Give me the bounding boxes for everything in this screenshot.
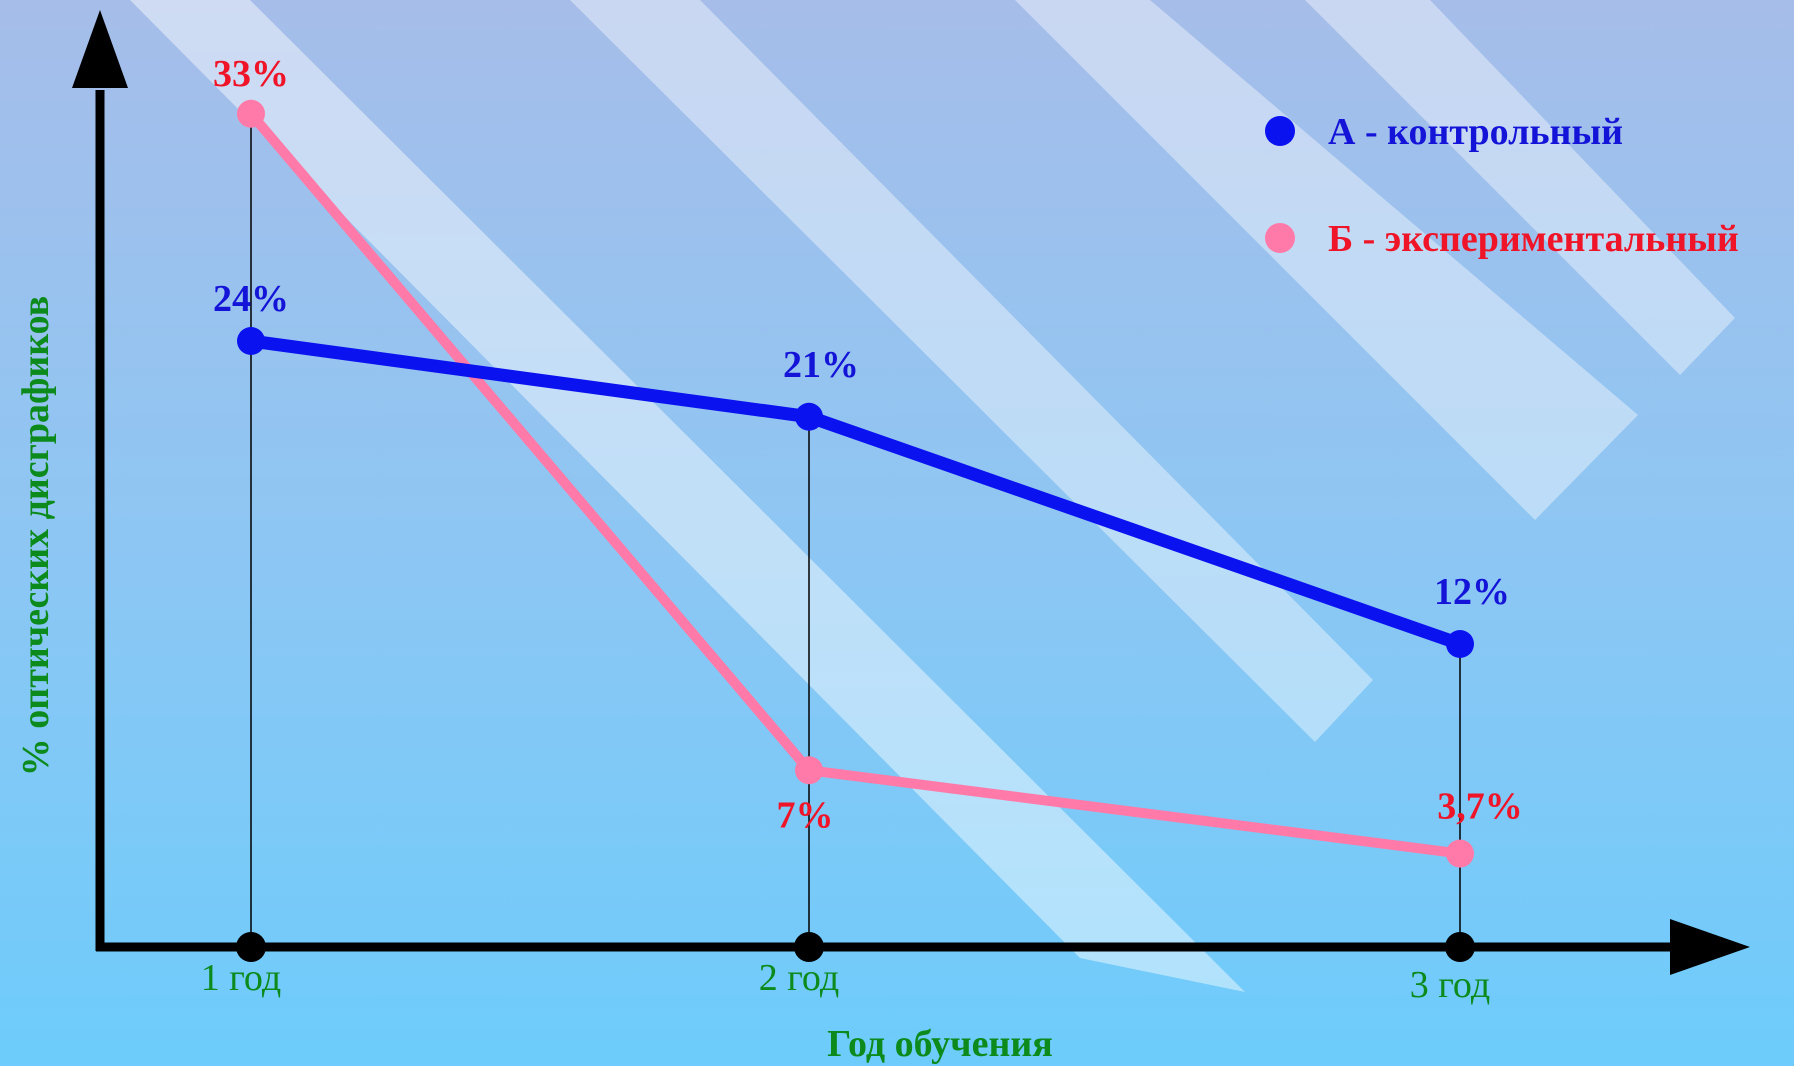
- legend-marker: [1265, 223, 1295, 253]
- background-stripe: [1015, 0, 1638, 520]
- data-point-experimental: [1446, 839, 1474, 868]
- background-stripe: [130, 0, 1245, 992]
- x-tick-label: 2 год: [759, 957, 839, 999]
- legend-label: Б - экспериментальный: [1328, 218, 1739, 260]
- legend-marker: [1265, 116, 1295, 146]
- data-label: 33%: [213, 53, 289, 95]
- x-axis-arrow: [1670, 919, 1750, 975]
- data-label: 24%: [213, 278, 289, 320]
- background-stripes: [130, 0, 1735, 992]
- y-axis-title: % оптических дисграфиков: [15, 296, 57, 776]
- data-point-experimental: [237, 99, 265, 128]
- x-tick-marker: [1445, 932, 1475, 962]
- data-point-control: [237, 327, 265, 355]
- background-stripe: [570, 0, 1373, 742]
- x-axis-title: Год обучения: [827, 1023, 1053, 1065]
- data-point-control: [1446, 630, 1474, 658]
- x-tick-marker: [236, 932, 266, 962]
- x-tick-label: 1 год: [201, 957, 281, 999]
- data-label: 7%: [777, 794, 834, 836]
- labels: Год обучения % оптических дисграфиков 1 …: [15, 53, 1523, 1065]
- legend: А - контрольный Б - экспериментальный: [1265, 111, 1739, 260]
- x-tick-label: 3 год: [1410, 964, 1490, 1006]
- legend-label: А - контрольный: [1328, 111, 1623, 153]
- data-point-control: [795, 402, 823, 431]
- x-tick-marker: [794, 932, 824, 962]
- y-axis-arrow: [72, 10, 128, 88]
- data-point-experimental: [795, 756, 823, 785]
- background-stripe: [1305, 0, 1735, 375]
- data-label: 12%: [1434, 571, 1510, 613]
- axes: [72, 10, 1750, 975]
- drop-lines: [250, 113, 1461, 947]
- markers: [236, 99, 1475, 962]
- data-label: 21%: [783, 344, 859, 386]
- data-label: 3,7%: [1437, 786, 1523, 828]
